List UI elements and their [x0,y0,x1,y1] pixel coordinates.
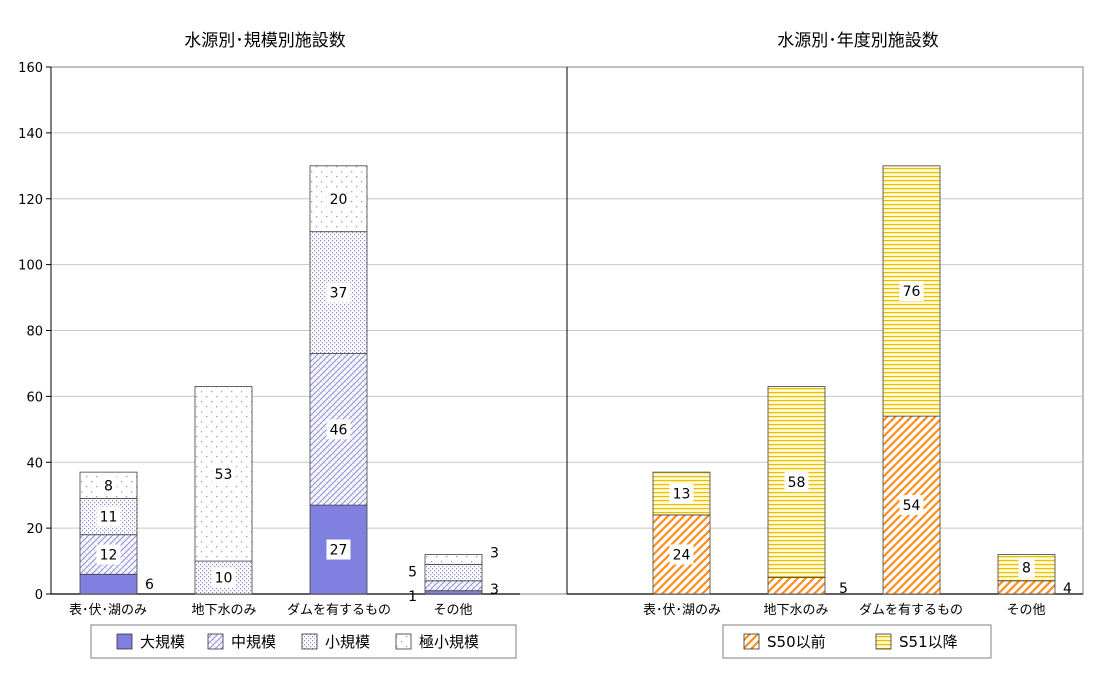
x-tick-label: その他 [433,603,472,618]
data-label: 3 [490,582,499,598]
bar-segment [424,580,483,592]
data-label: 3 [490,545,499,561]
data-label: 76 [903,284,921,300]
bar-segment [424,563,483,582]
data-label-bg [326,282,351,303]
data-label: 24 [673,547,691,563]
y-tick-label: 20 [26,522,43,537]
x-tick-label: ダムを有するもの [859,603,963,618]
data-label-bg [899,280,924,301]
data-label: 13 [673,487,691,503]
legend-right: S50以前 S51以降 [722,624,992,659]
x-tick-label: 地下水のみ [763,603,828,618]
data-label: 8 [104,478,113,494]
y-tick-label: 0 [35,588,43,603]
data-label-bg [899,495,924,516]
bar-segment [424,554,483,565]
x-tick-label: 地下水のみ [191,603,256,618]
y-tick-label: 100 [18,259,43,274]
legend-swatch-s51 [875,633,892,650]
bar-segment [79,534,138,575]
data-label: 37 [330,286,348,302]
legend-label-large: 大規模 [140,633,185,651]
data-label: 10 [215,571,233,587]
chart-panel-year: 24 13 表･伏･湖のみ 5 58 地下水のみ 54 76 ダムを有するもの 4 8 その他 [567,165,1083,618]
data-label: 20 [330,192,348,208]
data-label-bg [669,483,694,504]
y-tick-label: 120 [18,193,43,208]
legend-swatch-tiny [395,633,412,650]
chart-title-left: 水源別･規模別施設数 [184,31,346,51]
data-label: 1 [408,589,417,605]
legend-left: 大規模 中規模 小規模 極小規模 [90,624,517,659]
data-label: 11 [100,510,118,526]
data-label: 27 [330,543,348,559]
y-tick-label: 40 [26,456,43,471]
data-label-bg [100,475,117,496]
legend-label-small: 小規模 [325,633,370,651]
data-label: 4 [1063,581,1072,597]
data-label: 6 [145,577,154,593]
data-label: 58 [788,475,806,491]
data-label-bg [211,567,236,588]
y-axis: 0 20 40 60 80 100 120 140 160 [18,61,52,603]
data-label-bg [669,544,694,565]
data-label: 54 [903,498,921,514]
data-label-bg [96,506,121,527]
data-label-bg [326,188,351,209]
bar-segment [767,577,826,595]
x-tick-label: 表･伏･湖のみ [643,603,721,618]
bar-segment [997,580,1056,595]
y-tick-label: 160 [18,61,43,76]
data-label: 5 [839,581,848,597]
x-tick-label: その他 [1006,603,1045,618]
legend-swatch-medium [207,633,224,650]
legend-swatch-large [116,633,133,650]
bar-segment [424,590,483,595]
data-label: 8 [1022,561,1031,577]
data-label: 5 [408,565,417,581]
data-label-bg [1018,557,1035,578]
data-label-bg [326,419,351,440]
legend-label-tiny: 極小規模 [419,633,479,651]
legend-label-s51: S51以降 [899,633,958,651]
x-tick-label: ダムを有するもの [287,603,391,618]
data-label: 12 [100,547,118,563]
chart-title-right: 水源別･年度別施設数 [777,31,939,51]
data-label-bg [211,463,236,484]
data-label: 46 [330,422,348,438]
legend-label-s50: S50以前 [767,633,826,651]
legend-swatch-small [301,633,318,650]
data-label: 53 [215,467,233,483]
bar-segment [79,573,138,595]
x-tick-label: 表･伏･湖のみ [69,603,147,618]
y-tick-label: 80 [26,325,43,340]
y-tick-label: 60 [26,390,43,405]
legend-swatch-s50 [743,633,760,650]
data-label-bg [96,544,121,565]
y-tick-label: 140 [18,127,43,142]
legend-label-medium: 中規模 [231,633,276,651]
data-label-bg [326,539,351,560]
data-label-bg [784,472,809,493]
